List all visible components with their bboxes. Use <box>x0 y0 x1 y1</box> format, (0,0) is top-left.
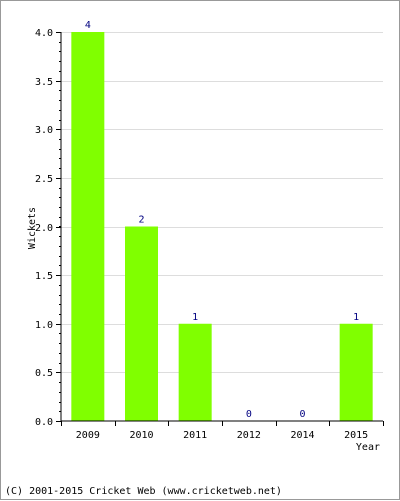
copyright-notice: (C) 2001-2015 Cricket Web (www.cricketwe… <box>5 486 282 497</box>
x-tick-label: 2011 <box>183 430 207 441</box>
x-tick-label: 2010 <box>129 430 153 441</box>
bar-2010 <box>125 226 158 421</box>
bar-2011 <box>178 323 212 421</box>
y-tick-label: 1.0 <box>35 320 53 331</box>
y-ticks: 0.0 0.5 1.0 1.5 2.0 2.5 3.0 3.5 4.0 <box>35 28 61 428</box>
x-tick-label: 2012 <box>237 430 261 441</box>
y-tick-label: 1.5 <box>35 271 53 282</box>
y-tick-label: 3.5 <box>35 77 53 88</box>
data-label: 1 <box>192 312 198 323</box>
y-tick-label: 0.0 <box>35 417 53 428</box>
x-axis-title: Year <box>356 442 380 453</box>
x-tick-label: 2009 <box>76 430 100 441</box>
data-label: 4 <box>85 20 91 31</box>
y-tick-label: 0.5 <box>35 368 53 379</box>
x-tick-label: 2015 <box>344 430 368 441</box>
gridlines <box>61 32 383 373</box>
bar-2015 <box>339 323 373 421</box>
y-tick-label: 4.0 <box>35 28 53 39</box>
bar-2009 <box>71 32 105 421</box>
data-labels: 4 2 1 0 0 1 <box>85 20 359 420</box>
data-label: 2 <box>138 215 144 226</box>
x-ticks: 2009 2010 2011 2012 2014 2015 <box>61 421 384 441</box>
data-label: 0 <box>246 409 252 420</box>
y-axis-title: Wickets <box>27 207 38 249</box>
bars <box>71 32 373 421</box>
y-tick-label: 2.5 <box>35 174 53 185</box>
axes <box>60 32 383 422</box>
y-tick-label: 2.0 <box>35 223 53 234</box>
x-tick-label: 2014 <box>290 430 314 441</box>
data-label: 1 <box>353 312 359 323</box>
y-tick-label: 3.0 <box>35 125 53 136</box>
data-label: 0 <box>299 409 305 420</box>
